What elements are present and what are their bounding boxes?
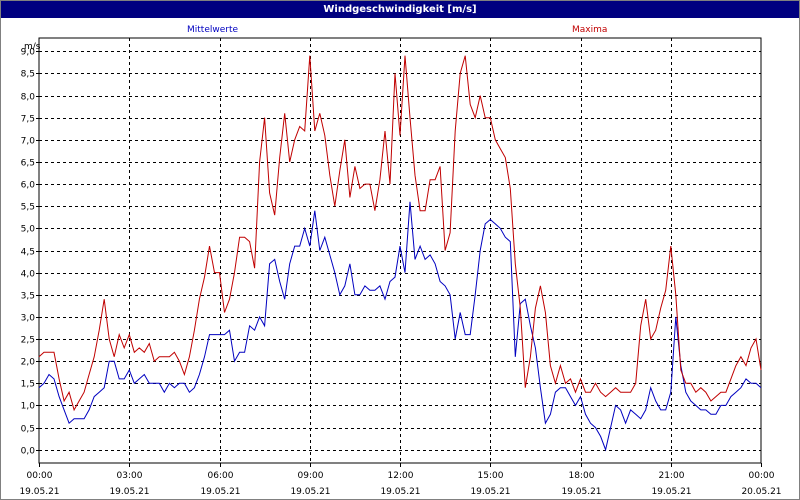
legend-mittelwerte: Mittelwerte [187,25,239,35]
y-tick-label: 0,0 [21,447,36,457]
y-tick-label: 5,5 [21,203,35,213]
y-tick-label: 8,0 [21,93,36,103]
window-title: Windgeschwindigkeit [m/s] [1,1,799,18]
x-tick-time-label: 00:00 [27,471,53,481]
y-axis-label: m/s [24,42,41,52]
x-tick-time-label: 15:00 [478,471,504,481]
x-tick-date-label: 19.05.21 [561,487,601,497]
y-tick-label: 9,0 [21,48,36,58]
y-tick-label: 8,5 [21,70,35,80]
x-tick-time-label: 09:00 [298,471,324,481]
x-tick-date-label: 20.05.21 [741,487,781,497]
y-tick-label: 2,0 [21,358,36,368]
x-tick-date-label: 19.05.21 [19,487,59,497]
y-tick-label: 0,5 [21,425,35,435]
x-tick-date-label: 19.05.21 [380,487,420,497]
x-tick-time-label: 03:00 [117,471,143,481]
x-tick-time-label: 18:00 [569,471,595,481]
y-tick-label: 3,5 [21,292,35,302]
x-tick-date-label: 19.05.21 [651,487,691,497]
x-axis-ticks: 00:00 19.05.21 03:00 19.05.21 06:00 19.05.21 0… [19,463,782,497]
y-tick-label: 1,0 [21,402,36,412]
y-tick-label: 7,5 [21,115,35,125]
x-tick-date-label: 19.05.21 [290,487,330,497]
x-tick-date-label: 19.05.21 [470,487,510,497]
x-tick-time-label: 12:00 [388,471,414,481]
y-tick-label: 4,5 [21,248,35,258]
series-line-maxima [38,55,762,412]
series-lines [38,55,762,452]
legend-maxima: Maxima [572,25,608,35]
y-tick-label: 1,5 [21,380,35,390]
x-tick-date-label: 19.05.21 [109,487,149,497]
grid-lines [39,38,761,463]
x-tick-date-label: 19.05.21 [200,487,240,497]
y-axis-ticks: 0,0 0,5 1,0 1,5 2,0 2,5 3,0 3,5 4,0 4,5 5,0 5,5 6,0 6… [21,48,39,457]
series-line-mittelwerte [38,201,762,452]
y-tick-label: 6,0 [21,181,36,191]
x-tick-time-label: 06:00 [208,471,234,481]
y-tick-label: 2,5 [21,336,35,346]
y-tick-label: 4,0 [21,270,36,280]
y-tick-label: 6,5 [21,159,35,169]
y-tick-label: 3,0 [21,314,36,324]
y-tick-label: 5,0 [21,225,36,235]
x-tick-time-label: 21:00 [659,471,685,481]
y-tick-label: 7,0 [21,137,36,147]
wind-speed-chart: m/s 0,0 0,5 1,0 1,5 2,0 2,5 3,0 3,5 4,0 4,5 5,0 5,5… [19,37,782,497]
x-tick-time-label: 00:00 [749,471,775,481]
